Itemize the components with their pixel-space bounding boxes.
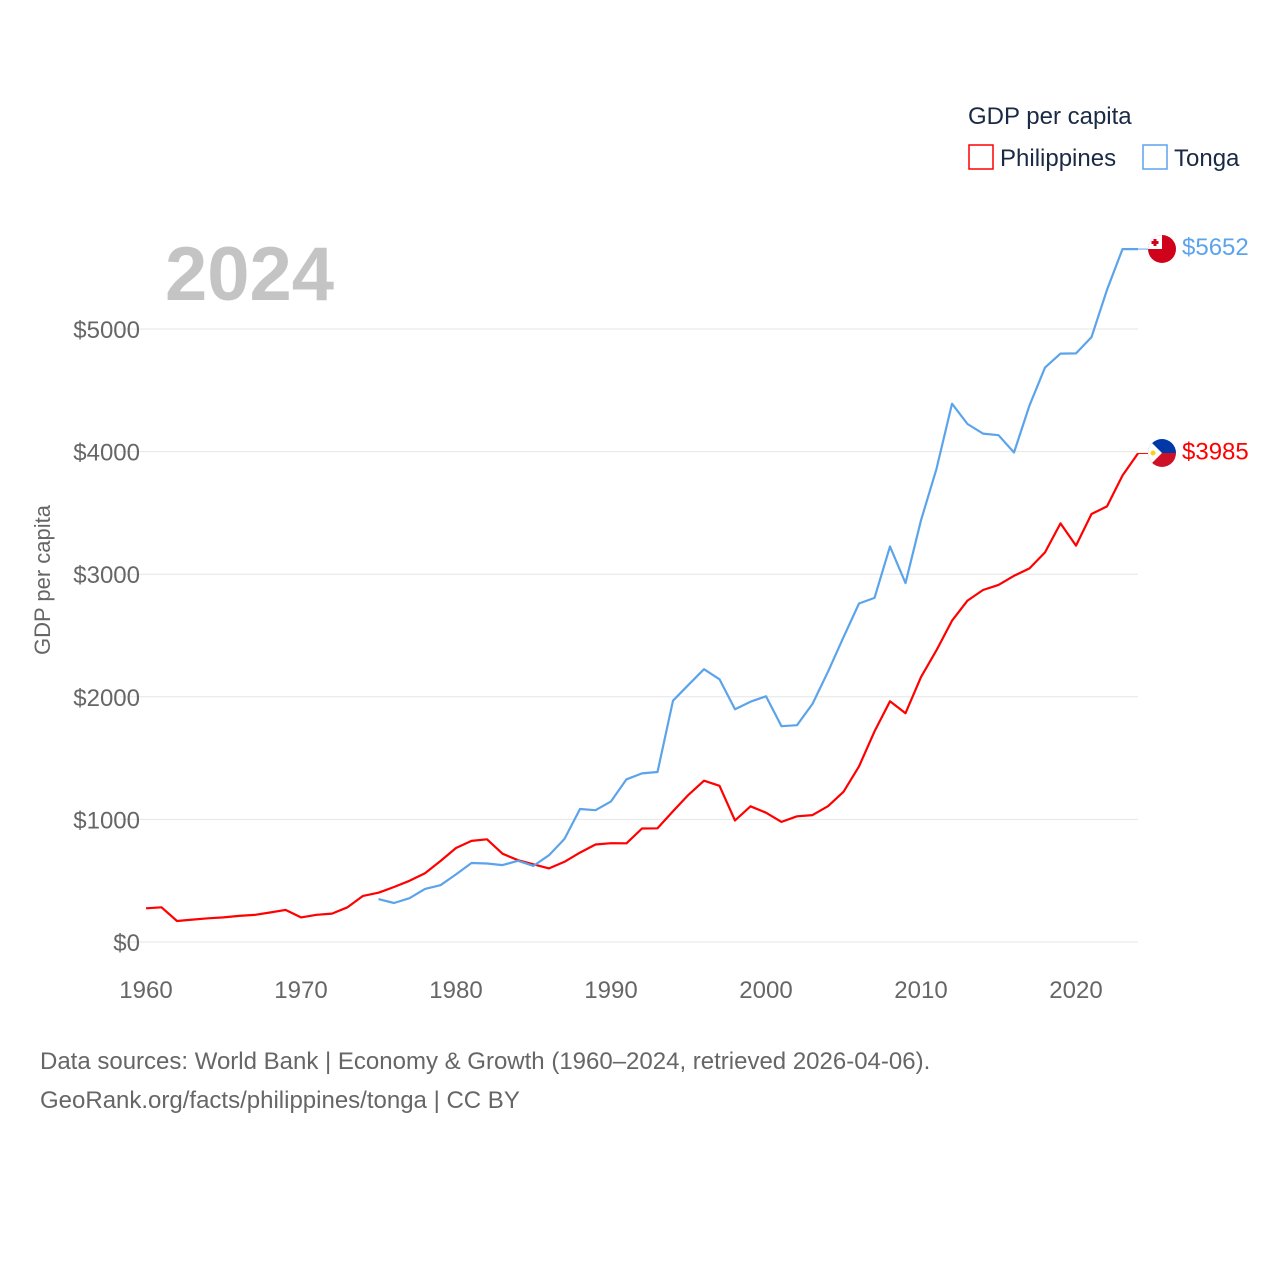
x-tick-label: 2020 — [1049, 977, 1102, 1004]
x-tick-label: 2010 — [894, 977, 947, 1004]
y-tick-label: $0 — [113, 930, 140, 957]
y-tick-label: $5000 — [73, 317, 140, 344]
year-watermark: 2024 — [165, 232, 334, 317]
y-tick-label: $1000 — [73, 807, 140, 834]
philippines-flag-icon — [1148, 439, 1176, 467]
legend-title: GDP per capita — [968, 103, 1132, 130]
series-line-philippines — [145, 452, 1139, 923]
y-tick-label: $2000 — [73, 685, 140, 712]
data-sources: Data sources: World Bank | Economy & Gro… — [40, 1048, 931, 1075]
legend-label-philippines: Philippines — [1000, 145, 1116, 172]
footer: Data sources: World Bank | Economy & Gro… — [40, 1042, 930, 1120]
x-tick-label: 1990 — [584, 977, 637, 1004]
legend-swatch-philippines — [968, 144, 994, 170]
legend-label-tonga: Tonga — [1174, 145, 1240, 172]
x-tick-label: 1970 — [274, 977, 327, 1004]
legend: GDP per capita Philippines Tonga — [968, 103, 1240, 172]
y-tick-label: $4000 — [73, 440, 140, 467]
end-value-label-tonga: $5652 — [1182, 234, 1249, 261]
x-tick-label: 1980 — [429, 977, 482, 1004]
x-tick-label: 1960 — [119, 977, 172, 1004]
end-value-label-philippines: $3985 — [1182, 438, 1249, 465]
tonga-flag-icon — [1148, 235, 1176, 263]
y-tick-label: $3000 — [73, 562, 140, 589]
x-tick-label: 2000 — [739, 977, 792, 1004]
legend-swatch-tonga — [1142, 144, 1168, 170]
y-axis-label: GDP per capita — [30, 504, 55, 655]
series-line-tonga — [378, 248, 1138, 905]
source-link[interactable]: GeoRank.org/facts/philippines/tonga | CC… — [40, 1087, 520, 1114]
